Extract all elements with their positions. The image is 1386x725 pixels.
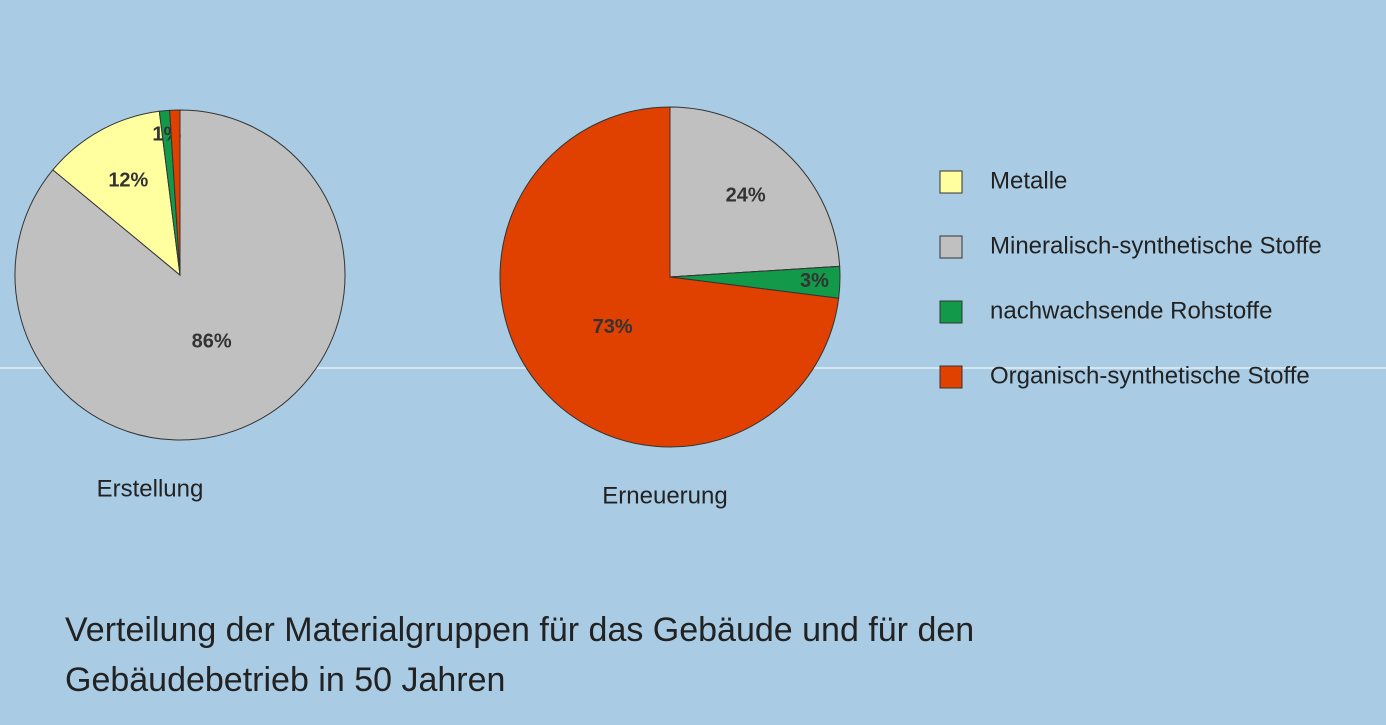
value-label: 24% (726, 185, 766, 207)
pie-slice (499, 106, 840, 448)
legend-label: nachwachsende Rohstoffe (990, 297, 1272, 324)
legend-label: Mineralisch-synthetische Stoffe (990, 232, 1322, 259)
caption-line-1: Verteilung der Materialgruppen für das G… (65, 611, 974, 649)
legend-label: Organisch-synthetische Stoffe (990, 362, 1310, 389)
legend-swatch (939, 300, 963, 324)
pie-slice (669, 106, 841, 278)
legend-swatch (939, 235, 963, 259)
value-label: 3% (800, 270, 829, 292)
value-label: 86% (192, 330, 232, 352)
legend-label: Metalle (990, 167, 1067, 194)
legend-swatch (939, 170, 963, 194)
value-label: 12% (108, 169, 148, 191)
pie-slice (52, 110, 181, 277)
legend-swatch (939, 365, 963, 389)
pie-title: Erneuerung (602, 482, 727, 509)
value-label: 73% (593, 316, 633, 338)
caption-line-2: Gebäudebetrieb in 50 Jahren (65, 661, 505, 699)
pie-title: Erstellung (97, 475, 204, 502)
pie-slice (169, 109, 181, 276)
